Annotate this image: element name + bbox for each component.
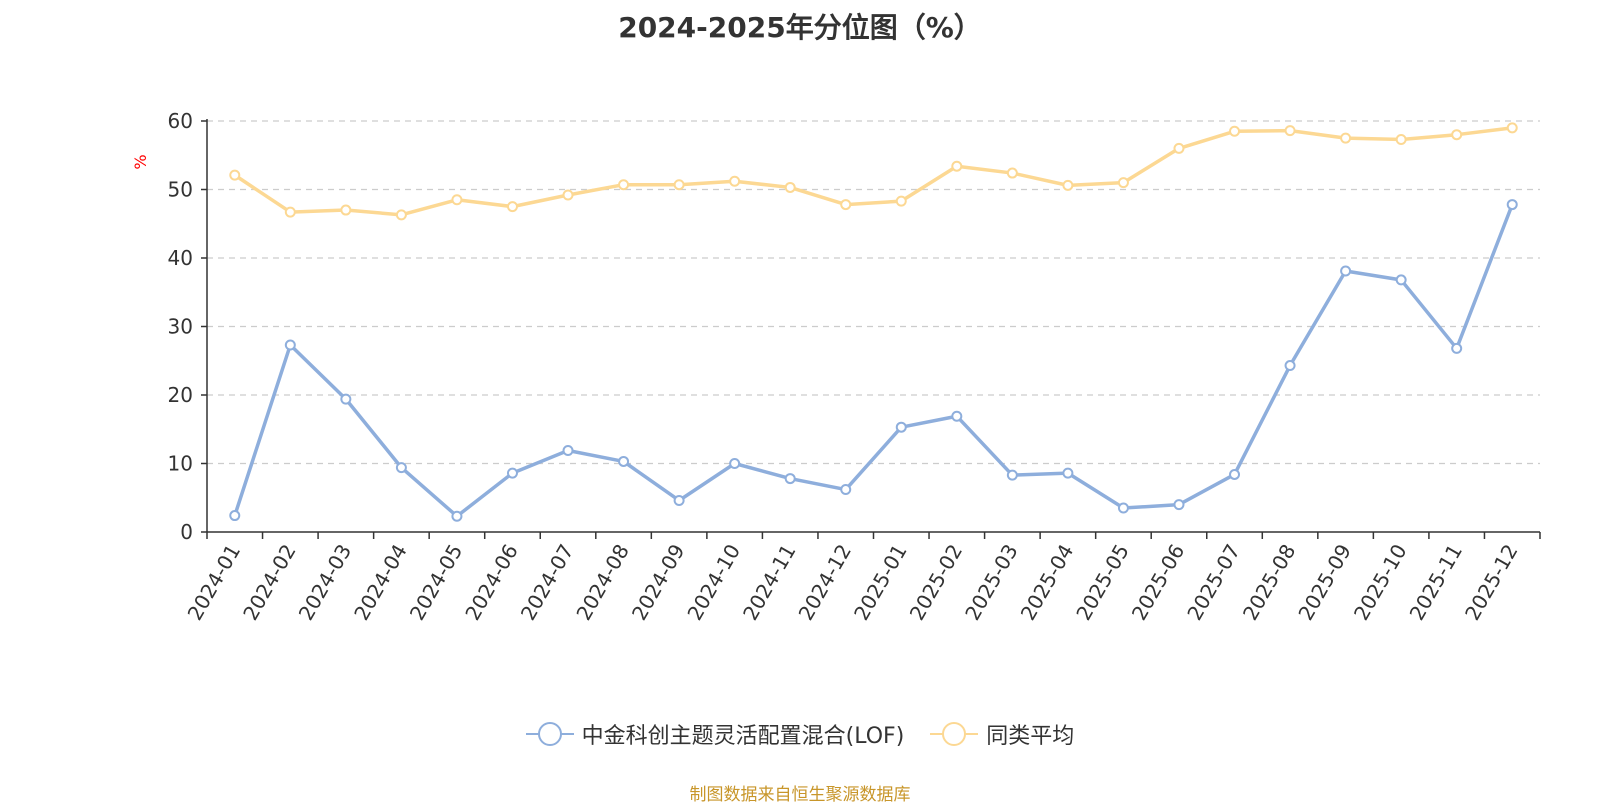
x-tick-label-2024-05: 2024-05 [405, 540, 468, 624]
legend-marker-fund [525, 721, 574, 747]
x-tick-label-2024-07: 2024-07 [516, 540, 579, 624]
x-tick-label-2025-06: 2025-06 [1127, 540, 1190, 624]
x-tick-label-2024-04: 2024-04 [349, 540, 412, 624]
point-0-2025-09 [1340, 265, 1352, 277]
point-1-2025-07 [1229, 125, 1241, 137]
y-tick-label-40: 40 [168, 246, 193, 270]
point-1-2025-04 [1062, 179, 1074, 191]
legend-item-fund[interactable]: 中金科创主题灵活配置混合(LOF) [525, 718, 905, 750]
point-1-2025-09 [1340, 132, 1352, 144]
point-0-2025-05 [1117, 502, 1129, 514]
axes: 01020304050602024-012024-022024-032024-0… [168, 109, 1541, 624]
x-tick-label-2025-05: 2025-05 [1071, 540, 1134, 624]
series-line-1 [233, 126, 1514, 217]
legend: 中金科创主题灵活配置混合(LOF) 同类平均 [0, 718, 1600, 750]
x-tick-label-2025-03: 2025-03 [960, 540, 1023, 624]
point-1-2024-05 [451, 194, 463, 206]
point-0-2024-09 [673, 494, 685, 506]
x-tick-label-2024-10: 2024-10 [682, 540, 745, 624]
x-tick-label-2024-12: 2024-12 [794, 540, 857, 624]
point-0-2025-01 [895, 421, 907, 433]
x-tick-label-2025-01: 2025-01 [849, 540, 912, 624]
x-tick-label-2024-09: 2024-09 [627, 540, 690, 624]
x-tick-label-2025-10: 2025-10 [1349, 540, 1412, 624]
point-0-2025-08 [1284, 360, 1296, 372]
point-0-2025-10 [1395, 274, 1407, 286]
x-tick-label-2024-01: 2024-01 [183, 540, 246, 624]
x-tick-label-2024-06: 2024-06 [460, 540, 523, 624]
point-0-2024-12 [840, 484, 852, 496]
point-0-2024-02 [284, 339, 296, 351]
point-1-2025-08 [1284, 125, 1296, 137]
point-1-2024-02 [284, 206, 296, 218]
point-1-2025-10 [1395, 133, 1407, 145]
y-axis-label: % [131, 154, 150, 169]
chart-title: 2024-2025年分位图（%） [618, 11, 982, 44]
source-note: 制图数据来自恒生聚源数据库 [689, 785, 911, 805]
point-0-2024-08 [618, 455, 630, 467]
y-tick-label-50: 50 [168, 178, 193, 202]
y-tick-label-20: 20 [168, 383, 193, 407]
legend-label-average: 同类平均 [986, 724, 1075, 749]
y-tick-label-30: 30 [168, 315, 193, 339]
grid-lines [207, 120, 1540, 465]
legend-item-average[interactable]: 同类平均 [930, 718, 1074, 750]
point-1-2025-06 [1173, 142, 1185, 154]
point-0-2024-03 [340, 393, 352, 405]
point-1-2025-02 [951, 160, 963, 172]
point-0-2025-07 [1229, 468, 1241, 480]
point-1-2024-10 [729, 175, 741, 187]
x-tick-label-2024-03: 2024-03 [294, 540, 357, 624]
y-tick-label-10: 10 [168, 452, 193, 476]
series-lines [229, 122, 1518, 522]
point-0-2025-06 [1173, 499, 1185, 511]
point-0-2024-10 [729, 458, 741, 469]
x-tick-label-2025-11: 2025-11 [1405, 540, 1468, 624]
point-1-2025-03 [1006, 167, 1018, 179]
point-1-2024-04 [395, 209, 407, 221]
point-1-2024-11 [784, 181, 796, 193]
point-1-2024-03 [340, 204, 352, 216]
point-1-2024-09 [673, 179, 685, 191]
x-tick-label-2025-02: 2025-02 [905, 540, 968, 624]
series-line-0 [233, 202, 1514, 518]
point-1-2025-05 [1117, 177, 1129, 189]
point-0-2025-02 [951, 410, 963, 422]
x-tick-label-2025-07: 2025-07 [1182, 540, 1245, 624]
point-1-2024-08 [618, 179, 630, 191]
point-0-2025-12 [1506, 199, 1518, 211]
x-tick-label-2025-09: 2025-09 [1293, 540, 1356, 624]
legend-marker-average [930, 721, 979, 747]
y-tick-label-0: 0 [180, 520, 193, 544]
x-tick-label-2025-04: 2025-04 [1016, 540, 1079, 624]
point-0-2024-05 [451, 510, 463, 522]
legend-label-fund: 中金科创主题灵活配置混合(LOF) [581, 724, 905, 749]
point-1-2024-06 [506, 201, 518, 213]
point-0-2024-06 [506, 467, 518, 479]
x-tick-label-2024-11: 2024-11 [738, 540, 801, 624]
point-0-2025-03 [1006, 469, 1018, 481]
point-1-2024-12 [840, 199, 852, 211]
line-chart: 01020304050602024-012024-022024-032024-0… [131, 109, 1541, 624]
point-0-2024-11 [784, 473, 796, 485]
point-1-2025-01 [895, 195, 907, 207]
point-0-2025-04 [1062, 467, 1074, 479]
point-1-2025-11 [1451, 129, 1463, 141]
y-tick-label-60: 60 [168, 109, 193, 133]
point-0-2024-07 [562, 444, 574, 456]
point-1-2024-01 [229, 169, 241, 181]
point-0-2024-04 [395, 462, 407, 474]
x-tick-label-2024-08: 2024-08 [571, 540, 634, 624]
x-tick-label-2025-12: 2025-12 [1460, 540, 1523, 624]
point-1-2025-12 [1506, 122, 1518, 134]
x-tick-label-2024-02: 2024-02 [238, 540, 301, 624]
point-1-2024-07 [562, 189, 574, 201]
point-0-2024-01 [229, 510, 241, 522]
x-tick-label-2025-08: 2025-08 [1238, 540, 1301, 624]
point-0-2025-11 [1451, 342, 1463, 354]
